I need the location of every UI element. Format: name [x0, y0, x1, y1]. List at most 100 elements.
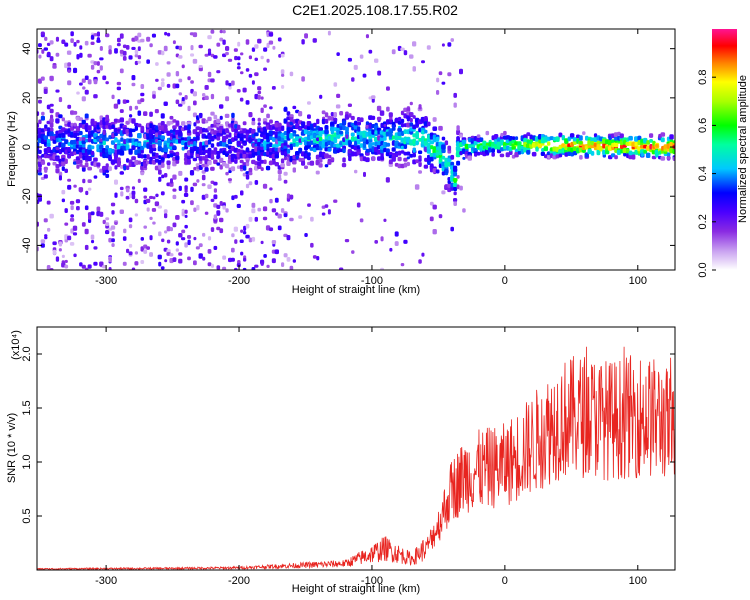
spectrogram-cell	[205, 119, 209, 124]
spectrogram-cell	[371, 115, 376, 120]
spectrogram-cell	[152, 94, 156, 99]
spectrogram-cell	[444, 157, 449, 163]
spectrogram-cell	[421, 135, 425, 140]
spectrogram-cell	[330, 116, 335, 121]
spectrogram-cell	[123, 228, 127, 234]
spectrogram-cell	[210, 153, 214, 159]
spectrogram-cell	[160, 121, 165, 126]
spectrogram-cell	[383, 124, 387, 127]
spectrogram-cell	[178, 258, 183, 264]
spectrogram-cell	[310, 242, 314, 248]
spectrogram-cell	[280, 163, 285, 168]
spectrogram-cell	[421, 60, 425, 64]
spectrogram-cell	[158, 176, 162, 182]
spectrogram-cell	[131, 267, 136, 270]
spectrogram-cell	[102, 124, 107, 130]
spectrogram-cell	[567, 146, 572, 152]
spectrogram-cell	[397, 127, 402, 132]
spectrogram-cell	[172, 194, 177, 200]
spectrogram-cell	[119, 117, 124, 123]
spectrogram-cell	[649, 139, 653, 143]
spectrogram-cell	[213, 159, 218, 165]
spectrogram-cell	[376, 116, 382, 121]
spectrogram-cell	[105, 173, 110, 178]
spectrogram-cell	[187, 235, 192, 239]
spectrogram-cell	[368, 139, 373, 143]
spectrogram-cell	[69, 242, 75, 246]
spectrogram-cell	[350, 115, 355, 121]
spectrogram-cell	[114, 192, 118, 198]
spectrogram-cell	[429, 216, 434, 222]
spectrogram-cell	[269, 142, 273, 148]
spectrogram-cell	[359, 117, 364, 123]
spectrogram-cell	[304, 233, 308, 237]
spectrogram-cell	[385, 177, 390, 183]
spectrogram-cell	[134, 261, 139, 266]
spectrogram-cell	[47, 51, 51, 57]
spectrogram-cell	[344, 239, 350, 243]
spectrogram-cell	[204, 140, 209, 145]
spectrogram-cell	[289, 133, 294, 138]
spectrogram-cell	[225, 46, 229, 51]
spectrogram-cell	[117, 139, 121, 144]
spectrogram-cell	[111, 149, 115, 154]
spectrogram-cell	[37, 172, 43, 176]
spectrogram-cell	[616, 149, 621, 155]
spectrogram-cell	[64, 168, 68, 173]
spectrogram-cell	[245, 234, 250, 239]
x-tick-label: -200	[228, 575, 250, 587]
spectrogram-cell	[172, 188, 177, 192]
spectrogram-cell	[453, 102, 457, 108]
spectrogram-cell	[327, 135, 332, 140]
spectrogram-cell	[116, 162, 121, 168]
spectrogram-cell	[354, 140, 358, 146]
spectrogram-cell	[55, 36, 59, 42]
spectrogram-frame	[36, 28, 676, 271]
spectrogram-cell	[213, 245, 218, 250]
spectrogram-cell	[201, 194, 206, 200]
spectrogram-cell	[55, 118, 60, 124]
spectrogram-cell	[114, 149, 118, 154]
spectrogram-cell	[151, 152, 157, 157]
spectrogram-cell	[137, 32, 142, 38]
x-tick-label: -200	[228, 275, 250, 287]
spectrogram-cell	[379, 110, 385, 116]
spectrogram-cell	[145, 198, 151, 203]
spectrogram-cell	[356, 121, 361, 126]
spectrogram-cell	[243, 257, 247, 262]
spectrogram-cell	[237, 62, 241, 66]
spectrogram-cell	[426, 144, 431, 150]
spectrogram-cell	[406, 161, 410, 167]
spectrogram-cell	[321, 205, 326, 209]
y-tick-label: 1.5	[21, 400, 33, 415]
spectrogram-xlabel: Height of straight line (km)	[292, 284, 420, 296]
spectrogram-cell	[576, 147, 580, 154]
spectrogram-cell	[116, 43, 121, 47]
spectrogram-cell	[262, 206, 268, 212]
spectrogram-cell	[46, 142, 51, 147]
spectrogram-cell	[237, 133, 241, 139]
spectrogram-cell	[514, 152, 519, 158]
spectrogram-cell	[277, 37, 282, 42]
spectrogram-cell	[572, 151, 578, 156]
spectrogram-cell	[216, 210, 221, 215]
spectrogram-cell	[295, 151, 300, 157]
spectrogram-cell	[450, 38, 454, 42]
spectrogram-cell	[342, 120, 347, 126]
spectrogram-cell	[44, 168, 48, 173]
spectrogram-cell	[84, 228, 89, 235]
spectrogram-cell	[143, 154, 147, 159]
spectrogram-cell	[321, 110, 326, 115]
spectrogram-cell	[377, 70, 382, 76]
spectrogram-cell	[304, 153, 308, 158]
spectrogram-cell	[120, 137, 124, 142]
spectrogram-cell	[245, 183, 250, 189]
spectrogram-cell	[456, 184, 460, 190]
colorbar-tick-label: 0.4	[697, 166, 709, 181]
spectrogram-cell	[415, 134, 419, 140]
spectrogram-cell	[333, 138, 338, 144]
spectrogram-cell	[532, 151, 537, 157]
spectrogram-cell	[499, 147, 504, 152]
spectrogram-cell	[263, 67, 267, 71]
spectrogram-cell	[316, 256, 320, 261]
